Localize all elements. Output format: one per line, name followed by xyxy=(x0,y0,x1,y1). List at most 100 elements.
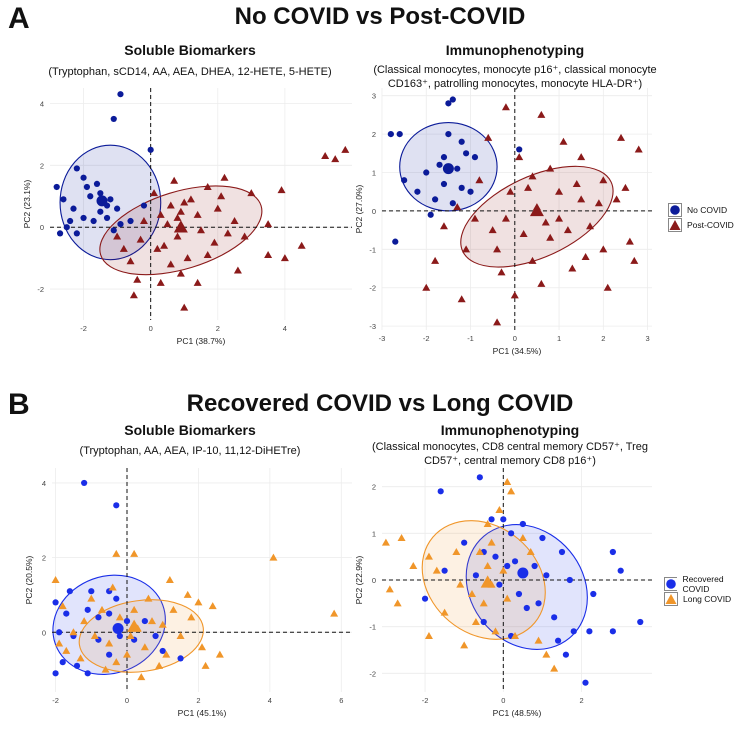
data-point xyxy=(67,217,74,225)
data-point xyxy=(546,233,555,241)
data-point xyxy=(62,646,71,654)
data-point xyxy=(467,188,474,195)
data-point xyxy=(173,232,182,240)
data-point xyxy=(176,632,185,639)
legend-circle-icon xyxy=(668,202,682,217)
data-point xyxy=(441,567,448,574)
data-point xyxy=(165,576,174,583)
data-point xyxy=(97,208,104,215)
data-point xyxy=(423,169,430,176)
x-tick-label: 0 xyxy=(501,696,505,705)
data-point xyxy=(488,226,497,234)
data-point xyxy=(341,145,350,153)
data-point xyxy=(563,226,572,234)
panel-b-letter: B xyxy=(8,388,30,421)
data-point xyxy=(440,154,448,161)
data-point xyxy=(458,184,465,191)
y-tick-label: 0 xyxy=(372,576,376,585)
plot-a-right-title: Immunophenotyping xyxy=(445,42,585,58)
data-point xyxy=(144,594,153,602)
centroid-point xyxy=(529,203,544,217)
data-point xyxy=(210,238,219,246)
data-point xyxy=(330,609,339,617)
data-point xyxy=(546,164,555,172)
data-point xyxy=(141,617,148,625)
data-point xyxy=(137,673,146,681)
data-point xyxy=(537,279,546,287)
data-point xyxy=(147,146,154,153)
data-point xyxy=(385,585,394,593)
data-point xyxy=(186,195,195,203)
data-point xyxy=(73,165,80,172)
panel-b-title: Recovered COVID vs Long COVID xyxy=(186,390,574,417)
y-tick-label: -1 xyxy=(369,623,376,632)
x-axis-label: PC1 (34.5%) xyxy=(493,346,542,356)
data-point xyxy=(81,479,88,487)
data-point xyxy=(603,283,612,291)
data-point xyxy=(462,245,471,253)
data-point xyxy=(80,617,89,625)
centroid-point xyxy=(173,220,188,233)
data-point xyxy=(116,632,123,640)
data-point xyxy=(458,138,465,145)
y-tick-label: 1 xyxy=(372,529,376,538)
data-point xyxy=(59,659,66,666)
x-tick-label: -1 xyxy=(467,334,474,343)
data-point xyxy=(396,130,403,138)
data-point xyxy=(264,251,273,259)
y-tick-label: 4 xyxy=(42,479,46,488)
scatter-plot-b-immuno: -2 0 2 -2 -1 0 1 2 PC1 (48.5%) PC2 (22.9%) xyxy=(354,468,652,718)
data-point xyxy=(130,549,139,557)
data-point xyxy=(51,576,60,583)
centroid-point xyxy=(517,567,529,579)
data-point xyxy=(397,534,406,541)
data-point xyxy=(462,150,470,157)
data-point xyxy=(127,217,134,225)
data-point xyxy=(535,600,542,607)
data-point xyxy=(511,558,519,565)
data-point xyxy=(484,133,493,141)
data-point xyxy=(114,205,121,212)
data-point xyxy=(427,211,434,218)
y-tick-label: 2 xyxy=(42,554,46,563)
data-point xyxy=(60,196,67,203)
data-point xyxy=(203,182,212,190)
data-point xyxy=(87,594,96,602)
legend-label: Recovered COVID xyxy=(682,573,724,594)
data-point xyxy=(163,220,172,228)
data-point xyxy=(414,188,421,195)
data-point xyxy=(117,221,124,228)
data-point xyxy=(80,214,87,222)
data-point xyxy=(133,275,142,283)
data-point xyxy=(183,590,192,598)
data-point xyxy=(126,632,135,639)
centroid-point xyxy=(96,195,108,207)
scatter-plot-a-soluble: -2 0 2 4 -2 0 2 4 PC1 (38.7%) PC2 (23.1%) xyxy=(22,88,352,346)
data-point xyxy=(609,548,616,556)
data-point xyxy=(422,283,431,291)
plot-b-right-subtitle: (Classical monocytes, CD8 central memory… xyxy=(372,441,648,467)
data-point xyxy=(198,643,206,651)
data-point xyxy=(492,553,499,560)
data-point xyxy=(439,222,448,230)
data-point xyxy=(528,256,537,264)
centroid-point xyxy=(480,575,495,588)
data-point xyxy=(113,595,120,602)
data-point xyxy=(475,548,484,555)
data-point xyxy=(76,654,85,662)
data-point xyxy=(150,189,159,197)
x-axis-label: PC1 (38.7%) xyxy=(177,336,226,346)
data-point xyxy=(183,254,192,262)
data-point xyxy=(169,605,178,613)
data-point xyxy=(70,205,77,212)
data-point xyxy=(106,610,113,617)
x-tick-label: 0 xyxy=(149,324,153,333)
data-point xyxy=(488,516,495,523)
data-point xyxy=(594,199,603,207)
data-point xyxy=(203,251,212,259)
data-point xyxy=(220,173,229,181)
data-point xyxy=(508,530,515,537)
data-point xyxy=(630,256,639,264)
data-point xyxy=(381,538,390,546)
data-point xyxy=(501,103,510,111)
